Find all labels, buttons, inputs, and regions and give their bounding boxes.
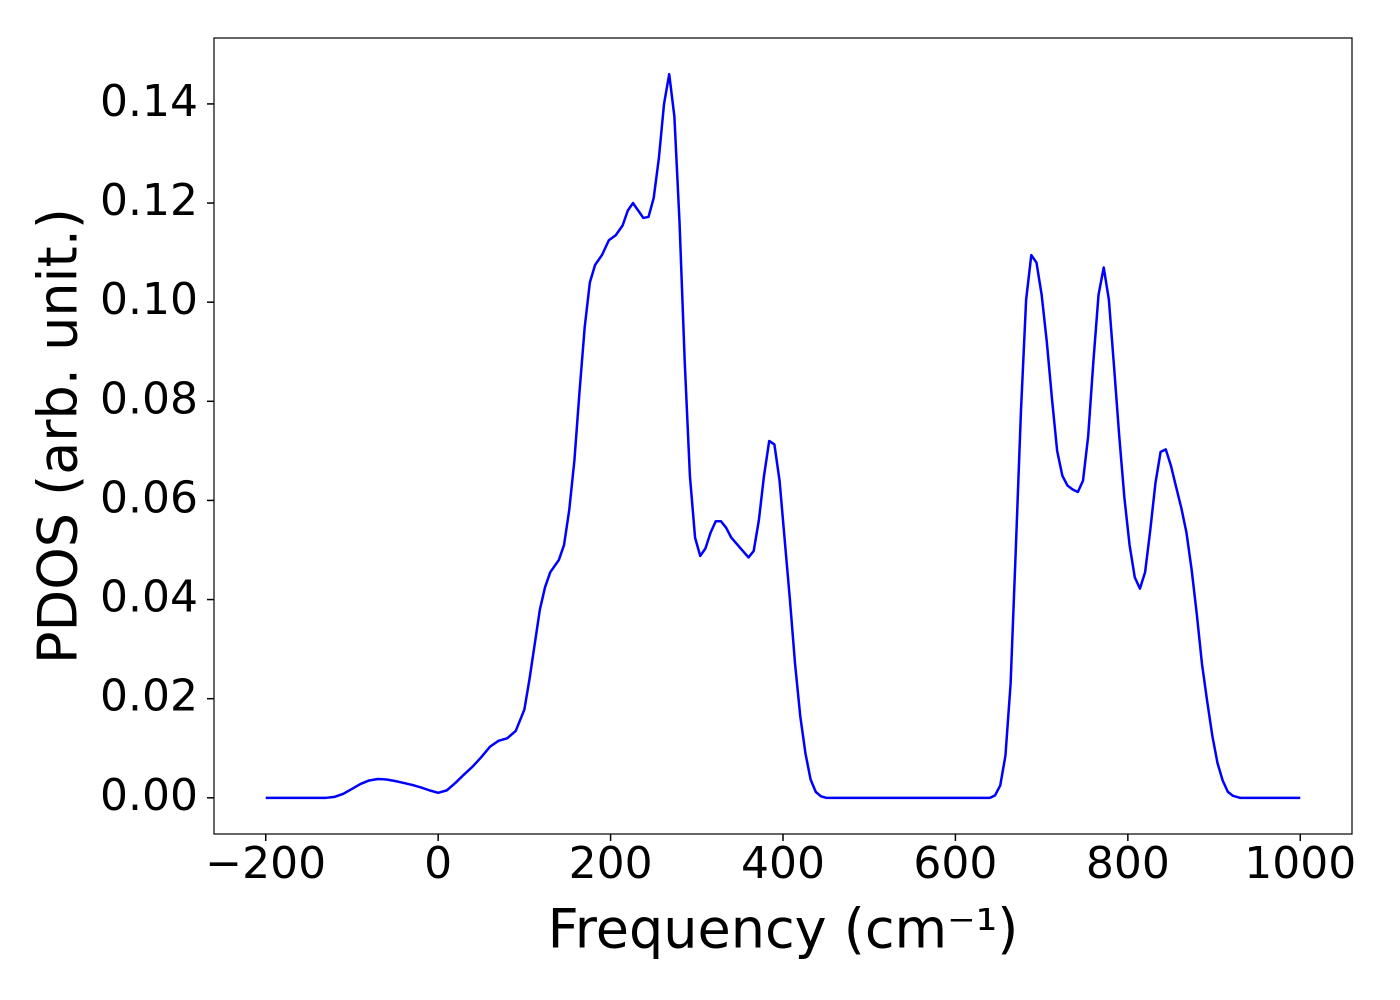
x-tick-label: 400 [741, 838, 825, 889]
x-tick-label: 1000 [1244, 838, 1356, 889]
x-tick-label: 800 [1086, 838, 1170, 889]
y-tick-label: 0.10 [100, 274, 198, 325]
y-axis-label: PDOS (arb. unit.) [27, 208, 90, 664]
line-series [265, 72, 1301, 800]
y-tick-label: 0.12 [100, 175, 198, 226]
y-tick-label: 0.14 [100, 76, 198, 127]
x-tick-label: 0 [424, 838, 452, 889]
plot-frame [213, 37, 1353, 835]
y-tick-label: 0.00 [100, 770, 198, 821]
x-tick-label: 600 [913, 838, 997, 889]
y-tick-label: 0.04 [100, 572, 198, 623]
y-tick-label: 0.02 [100, 671, 198, 722]
y-tick-label: 0.08 [100, 373, 198, 424]
x-tick-label: 200 [569, 838, 653, 889]
x-tick-label: −200 [205, 838, 326, 889]
x-axis-label: Frequency (cm⁻¹) [548, 898, 1019, 961]
y-tick-label: 0.06 [100, 472, 198, 523]
